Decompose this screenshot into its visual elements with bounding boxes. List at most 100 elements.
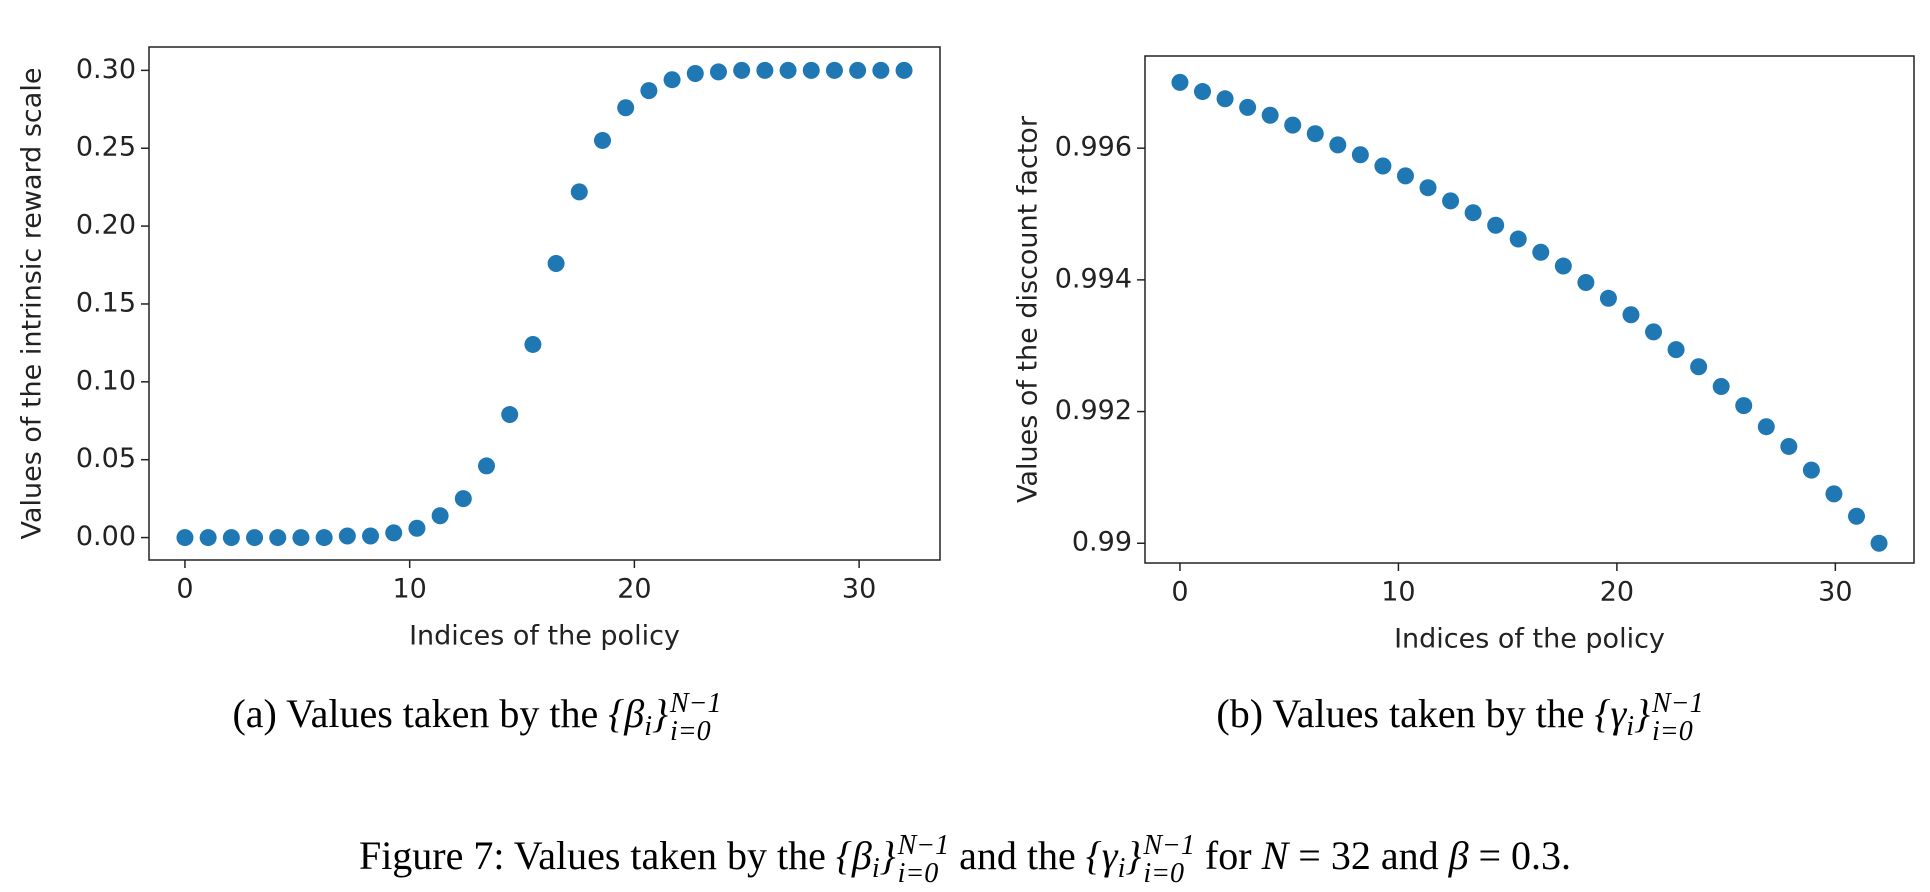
- point: [1419, 179, 1437, 197]
- point: [1171, 73, 1189, 91]
- y-tick-label: 0.00: [76, 521, 136, 552]
- math-sub: i=0: [1652, 716, 1693, 747]
- math-index: i: [1626, 711, 1635, 743]
- point: [1261, 106, 1279, 124]
- point: [408, 519, 426, 537]
- point: [1577, 274, 1595, 292]
- y-tick-label: 0.99: [1072, 527, 1132, 558]
- point: [1870, 534, 1888, 552]
- point: [431, 507, 449, 525]
- y-tick-label: 0.996: [1055, 132, 1132, 163]
- y-tick-label: 0.25: [76, 132, 136, 163]
- y-axis-label: Values of the discount factor: [1013, 115, 1044, 503]
- math-open: {γ: [1594, 691, 1627, 737]
- x-tick-label: 10: [392, 574, 426, 605]
- math-open: {β: [608, 691, 645, 737]
- plot-frame: [148, 46, 941, 561]
- caption-text: Values taken by the: [1272, 691, 1585, 737]
- math-close: }: [651, 691, 668, 737]
- x-tick-label: 0: [1171, 577, 1188, 608]
- caption-symbol: β: [1448, 833, 1469, 879]
- math-index: i: [644, 711, 652, 743]
- scripts: N−1 i=0: [670, 690, 722, 746]
- point: [222, 529, 240, 547]
- point: [640, 82, 658, 100]
- x-tick-label: 20: [617, 574, 651, 605]
- point: [547, 254, 565, 272]
- point: [849, 61, 867, 79]
- point: [1599, 289, 1617, 307]
- point: [756, 61, 774, 79]
- subcaption: (b) Values taken by the {γi} N−1 i=0: [1216, 690, 1703, 746]
- y-tick-label: 0.992: [1055, 395, 1132, 426]
- subcaption: (a) Values taken by the {βi} N−1 i=0: [232, 690, 721, 746]
- point: [895, 61, 913, 79]
- math-close: }: [879, 833, 896, 879]
- math-open: {β: [835, 833, 872, 879]
- caption-text: Figure 7: Values taken by the: [358, 833, 836, 879]
- y-tick-label: 0.20: [76, 210, 136, 241]
- point: [501, 406, 519, 424]
- point: [1351, 146, 1369, 164]
- point: [315, 529, 333, 547]
- math-open: {γ: [1085, 833, 1118, 879]
- point: [1509, 230, 1527, 248]
- y-tick-label: 0.05: [76, 443, 136, 474]
- x-axis-label: Indices of the policy: [1394, 624, 1665, 655]
- point: [338, 527, 356, 545]
- point: [1284, 116, 1302, 134]
- x-tick-label: 10: [1381, 577, 1415, 608]
- math: {βi} N−1 i=0: [608, 690, 721, 746]
- x-tick-label: 30: [842, 574, 876, 605]
- point: [617, 99, 635, 117]
- point: [478, 457, 496, 475]
- math-sup: N−1: [1143, 830, 1195, 861]
- math-close: }: [1125, 833, 1142, 879]
- caption-text: Values taken by the: [286, 691, 599, 737]
- point: [1396, 167, 1414, 185]
- point: [1802, 461, 1820, 479]
- x-tick-label: 20: [1600, 577, 1634, 608]
- y-tick-label: 0.10: [76, 365, 136, 396]
- x-axis-label: Indices of the policy: [409, 621, 680, 652]
- point: [593, 131, 611, 149]
- y-tick-label: 0.30: [76, 54, 136, 85]
- point: [825, 61, 843, 79]
- scripts: N−1 i=0: [1652, 690, 1704, 746]
- point: [1329, 136, 1347, 154]
- point: [362, 527, 380, 545]
- point: [1622, 306, 1640, 324]
- point: [570, 183, 588, 201]
- point: [1442, 192, 1460, 210]
- point: [199, 529, 217, 547]
- point: [246, 529, 264, 547]
- point: [1532, 243, 1550, 261]
- point: [176, 529, 194, 547]
- point: [1306, 125, 1324, 143]
- math: {γi} N−1 i=0: [1594, 690, 1703, 746]
- math-sub: i=0: [1143, 858, 1185, 889]
- caption-text: = 32 and: [1288, 833, 1449, 879]
- point: [709, 63, 727, 81]
- caption-label: (a): [232, 691, 277, 737]
- x-tick-label: 0: [176, 574, 193, 605]
- math-sup: N−1: [1652, 688, 1704, 719]
- y-tick-label: 0.994: [1055, 263, 1132, 294]
- caption-text: for: [1194, 833, 1262, 879]
- math: {βi} N−1 i=0: [835, 832, 949, 888]
- x-tick-label: 30: [1818, 577, 1852, 608]
- point: [1667, 341, 1685, 359]
- point: [1690, 358, 1708, 376]
- point: [269, 529, 287, 547]
- math-index: i: [1117, 853, 1126, 885]
- point: [1554, 257, 1572, 275]
- point: [1735, 397, 1753, 415]
- caption-symbol: N: [1261, 833, 1289, 879]
- point: [1216, 90, 1234, 108]
- math: {γi} N−1 i=0: [1085, 830, 1195, 888]
- plot-frame: [1144, 55, 1915, 564]
- caption-text: = 0.3.: [1468, 833, 1572, 879]
- math-close: }: [1634, 691, 1651, 737]
- y-tick-label: 0.15: [76, 287, 136, 318]
